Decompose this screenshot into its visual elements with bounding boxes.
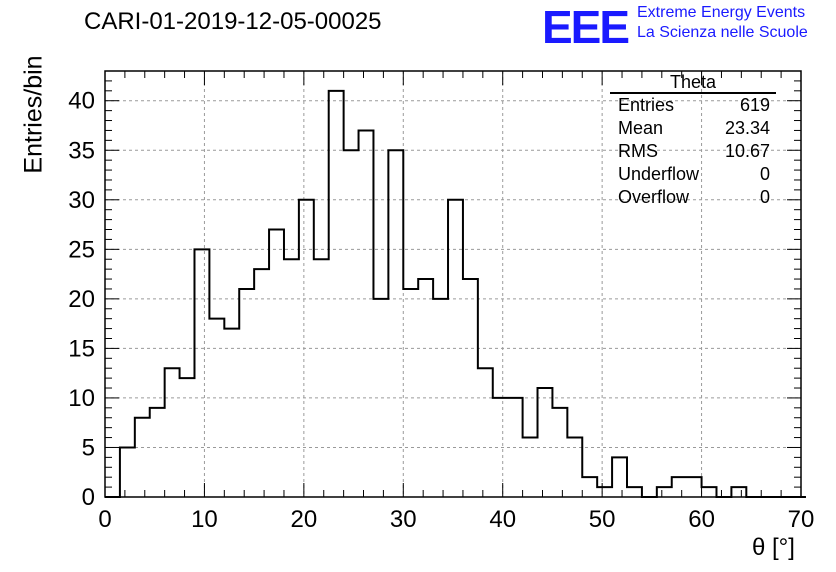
histogram-bin (478, 368, 493, 497)
y-tick-label: 30 (68, 187, 95, 214)
logo-line-1: Extreme Energy Events (637, 4, 806, 21)
y-tick-label: 40 (68, 88, 95, 115)
stats-row: Overflow 0 (610, 186, 776, 209)
x-tick-label: 10 (191, 506, 218, 533)
x-tick-label: 70 (788, 506, 815, 533)
histogram-bin (120, 447, 135, 497)
histogram-bin (209, 319, 224, 497)
histogram-bin (582, 477, 597, 497)
y-tick-label: 0 (82, 484, 95, 511)
logo-line-2: La Scienza nelle Scuole (637, 24, 808, 41)
histogram-bin (180, 378, 195, 497)
stats-box: Theta Entries 619 Mean 23.34 RMS 10.67 U… (610, 72, 776, 209)
histogram-bin (284, 259, 299, 497)
histogram-bin (731, 487, 746, 497)
x-tick-label: 40 (489, 506, 516, 533)
histogram-bin (687, 477, 702, 497)
histogram-bin (224, 329, 239, 497)
stats-label: Mean (618, 118, 664, 138)
x-tick-label: 30 (390, 506, 417, 533)
histogram-bin (329, 91, 344, 497)
stats-value: 10.67 (724, 141, 770, 161)
stats-label: Underflow (618, 164, 700, 184)
x-tick-label: 20 (291, 506, 318, 533)
y-tick-label: 5 (82, 434, 95, 461)
histogram-bin (388, 150, 403, 497)
x-tick-label: 50 (589, 506, 616, 533)
histogram-bin (627, 487, 642, 497)
histogram-bin (552, 408, 567, 497)
histogram-bin (254, 269, 269, 497)
histogram-bin (672, 477, 687, 497)
y-tick-label: 35 (68, 137, 95, 164)
stats-row: Mean 23.34 (610, 117, 776, 140)
histogram-bin (359, 130, 374, 497)
stats-label: Overflow (618, 187, 690, 207)
histogram-bin (403, 289, 418, 497)
histogram-bin (463, 279, 478, 497)
histogram-bin (657, 487, 672, 497)
histogram-bin (702, 487, 717, 497)
chart-title: CARI-01-2019-12-05-00025 (84, 8, 382, 35)
histogram-bin (165, 368, 180, 497)
histogram-bin (418, 279, 433, 497)
y-tick-label: 25 (68, 236, 95, 263)
stats-value: 0 (759, 164, 770, 184)
histogram-bin (150, 408, 165, 497)
histogram-bin (239, 289, 254, 497)
histogram-bin (344, 150, 359, 497)
stats-value: 0 (759, 187, 770, 207)
histogram-bin (269, 230, 284, 497)
histogram-bin (314, 259, 329, 497)
histogram-bin (597, 487, 612, 497)
stats-value: 23.34 (724, 118, 770, 138)
histogram-bin (567, 438, 582, 497)
stats-row: RMS 10.67 (610, 140, 776, 163)
y-axis-label: Entries/bin (19, 55, 48, 174)
stats-label: Entries (618, 95, 675, 115)
histogram-outline (105, 89, 806, 498)
x-tick-label: 0 (98, 506, 111, 533)
eee-logo: EEE (542, 1, 630, 53)
histogram-bin (538, 388, 553, 497)
y-tick-label: 15 (68, 335, 95, 362)
stats-title: Theta (610, 72, 776, 94)
x-axis-label: θ [°] (752, 534, 795, 561)
stats-row: Underflow 0 (610, 163, 776, 186)
stats-value: 619 (739, 95, 770, 115)
y-tick-label: 20 (68, 286, 95, 313)
histogram-bin (194, 249, 209, 497)
plot-frame (104, 70, 802, 498)
histogram-bin (135, 418, 150, 497)
stats-row: Entries 619 (610, 94, 776, 117)
histogram-bin (523, 438, 538, 497)
stats-label: RMS (618, 141, 658, 161)
x-tick-label: 60 (688, 506, 715, 533)
histogram-bin (612, 457, 627, 497)
y-tick-label: 10 (68, 385, 95, 412)
